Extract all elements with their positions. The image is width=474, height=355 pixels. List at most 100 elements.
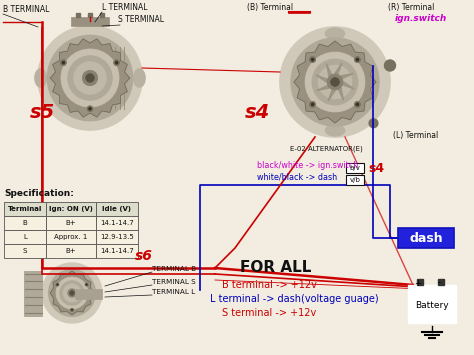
Bar bbox=[46, 216, 96, 230]
Text: -: - bbox=[438, 279, 441, 288]
Polygon shape bbox=[50, 271, 94, 315]
Circle shape bbox=[310, 56, 316, 63]
Ellipse shape bbox=[134, 69, 145, 87]
Bar bbox=[4, 244, 46, 258]
Polygon shape bbox=[327, 64, 335, 82]
Bar bbox=[96, 216, 138, 230]
Circle shape bbox=[56, 284, 58, 285]
Circle shape bbox=[85, 283, 88, 286]
Text: TERMINAL S: TERMINAL S bbox=[152, 279, 196, 285]
Bar bbox=[4, 216, 46, 230]
Bar bbox=[96, 230, 138, 244]
Circle shape bbox=[114, 60, 119, 66]
Circle shape bbox=[356, 103, 359, 106]
Circle shape bbox=[56, 277, 88, 309]
Text: B+: B+ bbox=[66, 220, 76, 226]
Circle shape bbox=[60, 281, 84, 305]
Text: dash: dash bbox=[409, 231, 443, 245]
Polygon shape bbox=[50, 39, 130, 117]
Circle shape bbox=[60, 60, 66, 66]
Text: FOR ALL: FOR ALL bbox=[240, 260, 311, 275]
Polygon shape bbox=[316, 75, 335, 82]
Text: Ign: ON (V): Ign: ON (V) bbox=[49, 206, 93, 212]
Circle shape bbox=[311, 103, 314, 106]
Circle shape bbox=[42, 263, 102, 323]
Circle shape bbox=[89, 107, 91, 110]
Circle shape bbox=[311, 58, 314, 61]
Text: s4: s4 bbox=[245, 103, 270, 122]
Circle shape bbox=[115, 61, 118, 64]
Circle shape bbox=[327, 74, 343, 90]
Text: B+: B+ bbox=[66, 248, 76, 254]
Text: black/white -> ign.switch: black/white -> ign.switch bbox=[257, 161, 358, 170]
Ellipse shape bbox=[325, 125, 345, 136]
Text: Specification:: Specification: bbox=[4, 189, 74, 198]
Bar bbox=[346, 175, 364, 185]
Bar bbox=[4, 230, 46, 244]
Text: B terminal -> +12v: B terminal -> +12v bbox=[222, 280, 317, 290]
Circle shape bbox=[47, 36, 133, 121]
Circle shape bbox=[49, 269, 95, 316]
Text: Terminal: Terminal bbox=[8, 206, 42, 212]
Polygon shape bbox=[294, 41, 376, 123]
Text: Approx. 1: Approx. 1 bbox=[55, 234, 88, 240]
Polygon shape bbox=[317, 82, 335, 91]
Circle shape bbox=[291, 38, 379, 126]
Text: E-02 ALTERNATOR(E): E-02 ALTERNATOR(E) bbox=[290, 145, 363, 152]
Bar bbox=[408, 285, 456, 323]
Circle shape bbox=[355, 101, 361, 108]
Text: L TERMINAL: L TERMINAL bbox=[102, 3, 147, 12]
Circle shape bbox=[82, 70, 98, 86]
Text: B: B bbox=[23, 220, 27, 226]
Bar bbox=[438, 279, 444, 285]
Text: (L) Terminal: (L) Terminal bbox=[393, 131, 438, 140]
Polygon shape bbox=[335, 63, 342, 82]
Text: 14.1-14.7: 14.1-14.7 bbox=[100, 220, 134, 226]
Circle shape bbox=[86, 284, 87, 285]
Circle shape bbox=[71, 309, 73, 311]
Circle shape bbox=[74, 62, 106, 94]
Circle shape bbox=[318, 65, 352, 99]
Circle shape bbox=[70, 291, 74, 295]
Bar bbox=[46, 202, 96, 216]
Text: S TERMINAL: S TERMINAL bbox=[118, 15, 164, 24]
Bar bbox=[398, 228, 454, 248]
Text: L: L bbox=[23, 234, 27, 240]
Text: 14.1-14.7: 14.1-14.7 bbox=[100, 248, 134, 254]
Circle shape bbox=[330, 78, 339, 86]
Circle shape bbox=[356, 58, 359, 61]
Circle shape bbox=[38, 26, 142, 130]
Circle shape bbox=[68, 56, 112, 100]
Text: Idle (V): Idle (V) bbox=[102, 206, 131, 212]
Polygon shape bbox=[335, 73, 353, 82]
Text: (B) Terminal: (B) Terminal bbox=[247, 3, 293, 12]
Bar bbox=[4, 202, 46, 216]
Bar bbox=[96, 244, 138, 258]
Circle shape bbox=[56, 283, 59, 286]
Circle shape bbox=[305, 52, 365, 112]
Circle shape bbox=[280, 27, 390, 137]
Bar bbox=[46, 230, 96, 244]
Text: s4: s4 bbox=[368, 162, 384, 175]
Bar bbox=[346, 163, 364, 173]
Text: S: S bbox=[23, 248, 27, 254]
Text: s5: s5 bbox=[30, 103, 55, 122]
Text: TERMINAL B: TERMINAL B bbox=[152, 266, 196, 272]
Bar bbox=[100, 13, 104, 17]
Circle shape bbox=[384, 60, 395, 71]
Circle shape bbox=[87, 106, 93, 112]
Polygon shape bbox=[335, 82, 344, 100]
Circle shape bbox=[62, 61, 65, 64]
Bar bbox=[71, 17, 109, 26]
Circle shape bbox=[86, 74, 94, 82]
Polygon shape bbox=[335, 82, 354, 89]
Text: v/b: v/b bbox=[349, 177, 360, 183]
Bar bbox=[76, 13, 80, 17]
Circle shape bbox=[63, 284, 81, 302]
Bar bbox=[417, 279, 423, 285]
Circle shape bbox=[310, 101, 316, 108]
Circle shape bbox=[68, 289, 76, 297]
Circle shape bbox=[61, 49, 119, 107]
Polygon shape bbox=[328, 82, 335, 101]
Bar bbox=[75, 289, 102, 299]
